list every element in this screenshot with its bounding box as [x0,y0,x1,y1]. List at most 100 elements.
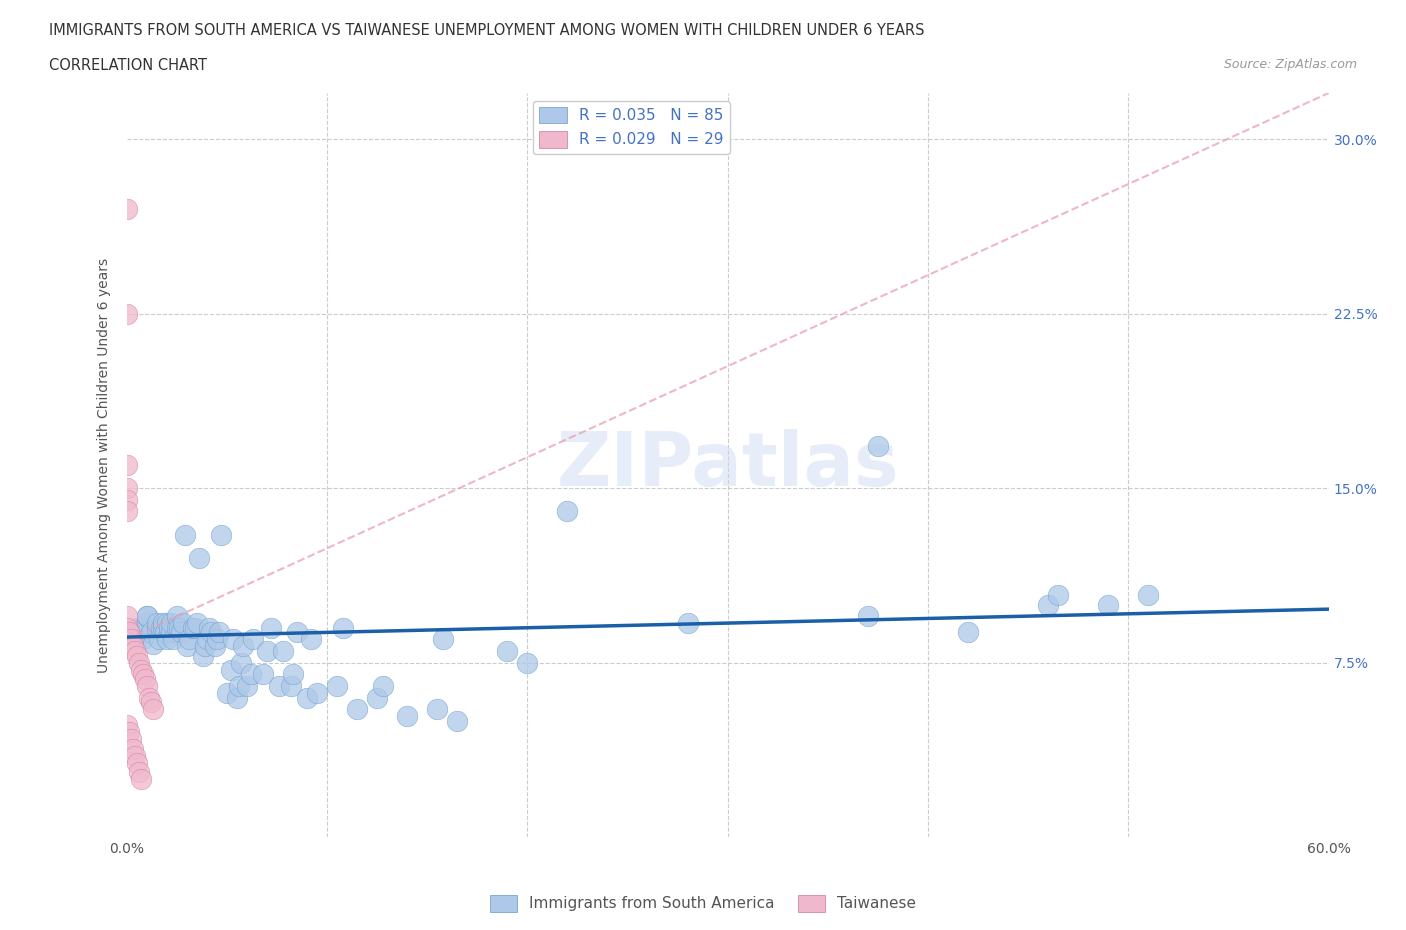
Point [219,662,242,677]
Point [366,690,388,705]
Point [152,620,174,635]
Point [516,656,538,671]
Point [229,656,252,671]
Point [267,679,290,694]
Point [148,632,170,647]
Point [197,620,219,635]
Point [115,307,138,322]
Point [117,725,139,740]
Point [135,616,157,631]
Point [135,625,157,640]
Text: ZIPatlas: ZIPatlas [557,429,898,501]
Point [1137,588,1160,603]
Point [271,644,294,658]
Point [1047,588,1070,603]
Point [125,648,148,663]
Point [215,685,238,700]
Point [145,616,167,631]
Point [446,713,468,728]
Point [135,609,157,624]
Point [115,481,138,496]
Point [326,679,349,694]
Point [557,504,579,519]
Point [228,679,250,694]
Point [142,702,165,717]
Point [176,639,198,654]
Point [295,690,318,705]
Point [121,741,143,756]
Point [204,639,226,654]
Point [225,690,247,705]
Point [260,620,283,635]
Point [149,620,172,635]
Text: Source: ZipAtlas.com: Source: ZipAtlas.com [1223,58,1357,71]
Point [115,620,138,635]
Point [956,625,979,640]
Point [426,702,449,717]
Point [157,620,180,635]
Point [155,632,177,647]
Legend: R = 0.035   N = 85, R = 0.029   N = 29: R = 0.035 N = 85, R = 0.029 N = 29 [533,100,730,153]
Point [167,620,190,635]
Point [252,667,274,682]
Point [128,764,150,779]
Point [120,632,142,647]
Point [496,644,519,658]
Point [124,644,146,658]
Point [346,702,368,717]
Point [1097,597,1119,612]
Point [186,616,208,631]
Point [115,504,138,519]
Point [145,620,167,635]
Point [208,625,231,640]
Point [135,679,157,694]
Point [432,632,454,647]
Y-axis label: Unemployment Among Women with Children Under 6 years: Unemployment Among Women with Children U… [97,258,111,672]
Point [1038,597,1060,612]
Point [205,632,228,647]
Point [256,644,278,658]
Point [866,439,889,454]
Point [172,616,194,631]
Point [162,632,184,647]
Point [195,632,218,647]
Point [191,648,214,663]
Point [129,662,152,677]
Point [155,616,177,631]
Point [121,639,143,654]
Point [371,679,394,694]
Point [194,639,217,654]
Point [299,632,322,647]
Legend: Immigrants from South America, Taiwanese: Immigrants from South America, Taiwanese [484,889,922,918]
Point [131,667,153,682]
Point [396,709,419,724]
Point [115,718,138,733]
Point [139,625,162,640]
Point [153,625,176,640]
Point [856,609,879,624]
Point [177,632,200,647]
Point [239,667,262,682]
Point [242,632,264,647]
Point [135,609,157,624]
Point [280,679,302,694]
Point [142,637,165,652]
Point [115,458,138,472]
Point [285,625,308,640]
Point [209,527,232,542]
Point [125,755,148,770]
Point [181,620,204,635]
Point [159,625,181,640]
Point [281,667,304,682]
Point [332,620,354,635]
Text: CORRELATION CHART: CORRELATION CHART [49,58,207,73]
Point [200,625,222,640]
Point [235,679,259,694]
Point [305,685,328,700]
Point [166,609,188,624]
Point [115,202,138,217]
Point [115,493,138,508]
Point [117,625,139,640]
Point [187,551,209,565]
Point [152,616,174,631]
